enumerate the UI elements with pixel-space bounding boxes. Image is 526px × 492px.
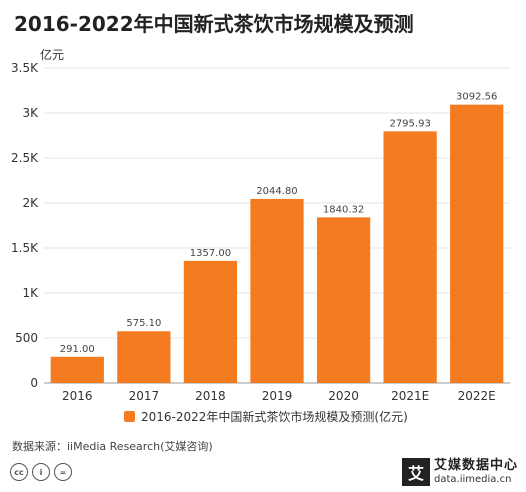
cc-icon: cc [10, 463, 28, 481]
y-axis-unit: 亿元 [40, 48, 65, 62]
y-tick-label: 3.5K [11, 61, 39, 75]
bar-chart: 0 500 1K 1.5K 2K 2.5K 3K 3.5K 291.00 2016 575.10 20… [11, 61, 510, 400]
data-source: 数据来源：iiMedia Research(艾媒咨询) [12, 440, 213, 453]
x-tick-label: 2019 [262, 389, 293, 400]
bar [117, 331, 171, 383]
y-tick-label: 3K [22, 106, 39, 120]
legend: 2016-2022年中国新式茶饮市场规模及预测(亿元) [124, 408, 408, 425]
x-tick-label: 2017 [129, 389, 160, 400]
brand-mark-icon: 艾 [401, 458, 430, 486]
y-tick-label: 2K [22, 196, 39, 210]
bar [183, 260, 238, 383]
data-label: 2795.93 [389, 118, 430, 129]
y-tick-label: 0 [30, 376, 38, 390]
x-tick-label: 2022E [458, 389, 496, 400]
x-tick-label: 2021E [391, 389, 429, 400]
x-tick-label: 2020 [328, 389, 359, 400]
x-tick-label: 2016 [62, 389, 93, 400]
nd-icon: = [54, 463, 72, 481]
data-label: 2044.80 [256, 186, 297, 197]
by-icon: i [32, 463, 50, 481]
brand-url: data.iimedia.cn [433, 473, 512, 485]
brand-name: 艾媒数据中心 [433, 458, 518, 474]
data-label: 1357.00 [190, 248, 231, 259]
chart-title: 2016-2022年中国新式茶饮市场规模及预测 [14, 12, 414, 36]
brand-logo: 艾 艾媒数据中心 data.iimedia.cn [401, 458, 518, 486]
bar [450, 104, 504, 383]
legend-label: 2016-2022年中国新式茶饮市场规模及预测(亿元) [141, 410, 408, 424]
legend-swatch [124, 411, 135, 422]
license-icons: cc i = [10, 463, 72, 481]
y-tick-label: 500 [15, 331, 38, 345]
data-label: 575.10 [126, 318, 161, 329]
y-tick-label: 2.5K [11, 151, 39, 165]
x-tick-label: 2018 [195, 389, 226, 400]
bar [250, 198, 304, 383]
bar [383, 131, 437, 383]
y-tick-label: 1.5K [11, 241, 39, 255]
bar [316, 217, 371, 383]
data-label: 1840.32 [323, 204, 364, 215]
y-tick-label: 1K [22, 286, 39, 300]
data-label: 3092.56 [456, 92, 497, 103]
data-label: 291.00 [60, 344, 95, 355]
bar [50, 356, 104, 383]
